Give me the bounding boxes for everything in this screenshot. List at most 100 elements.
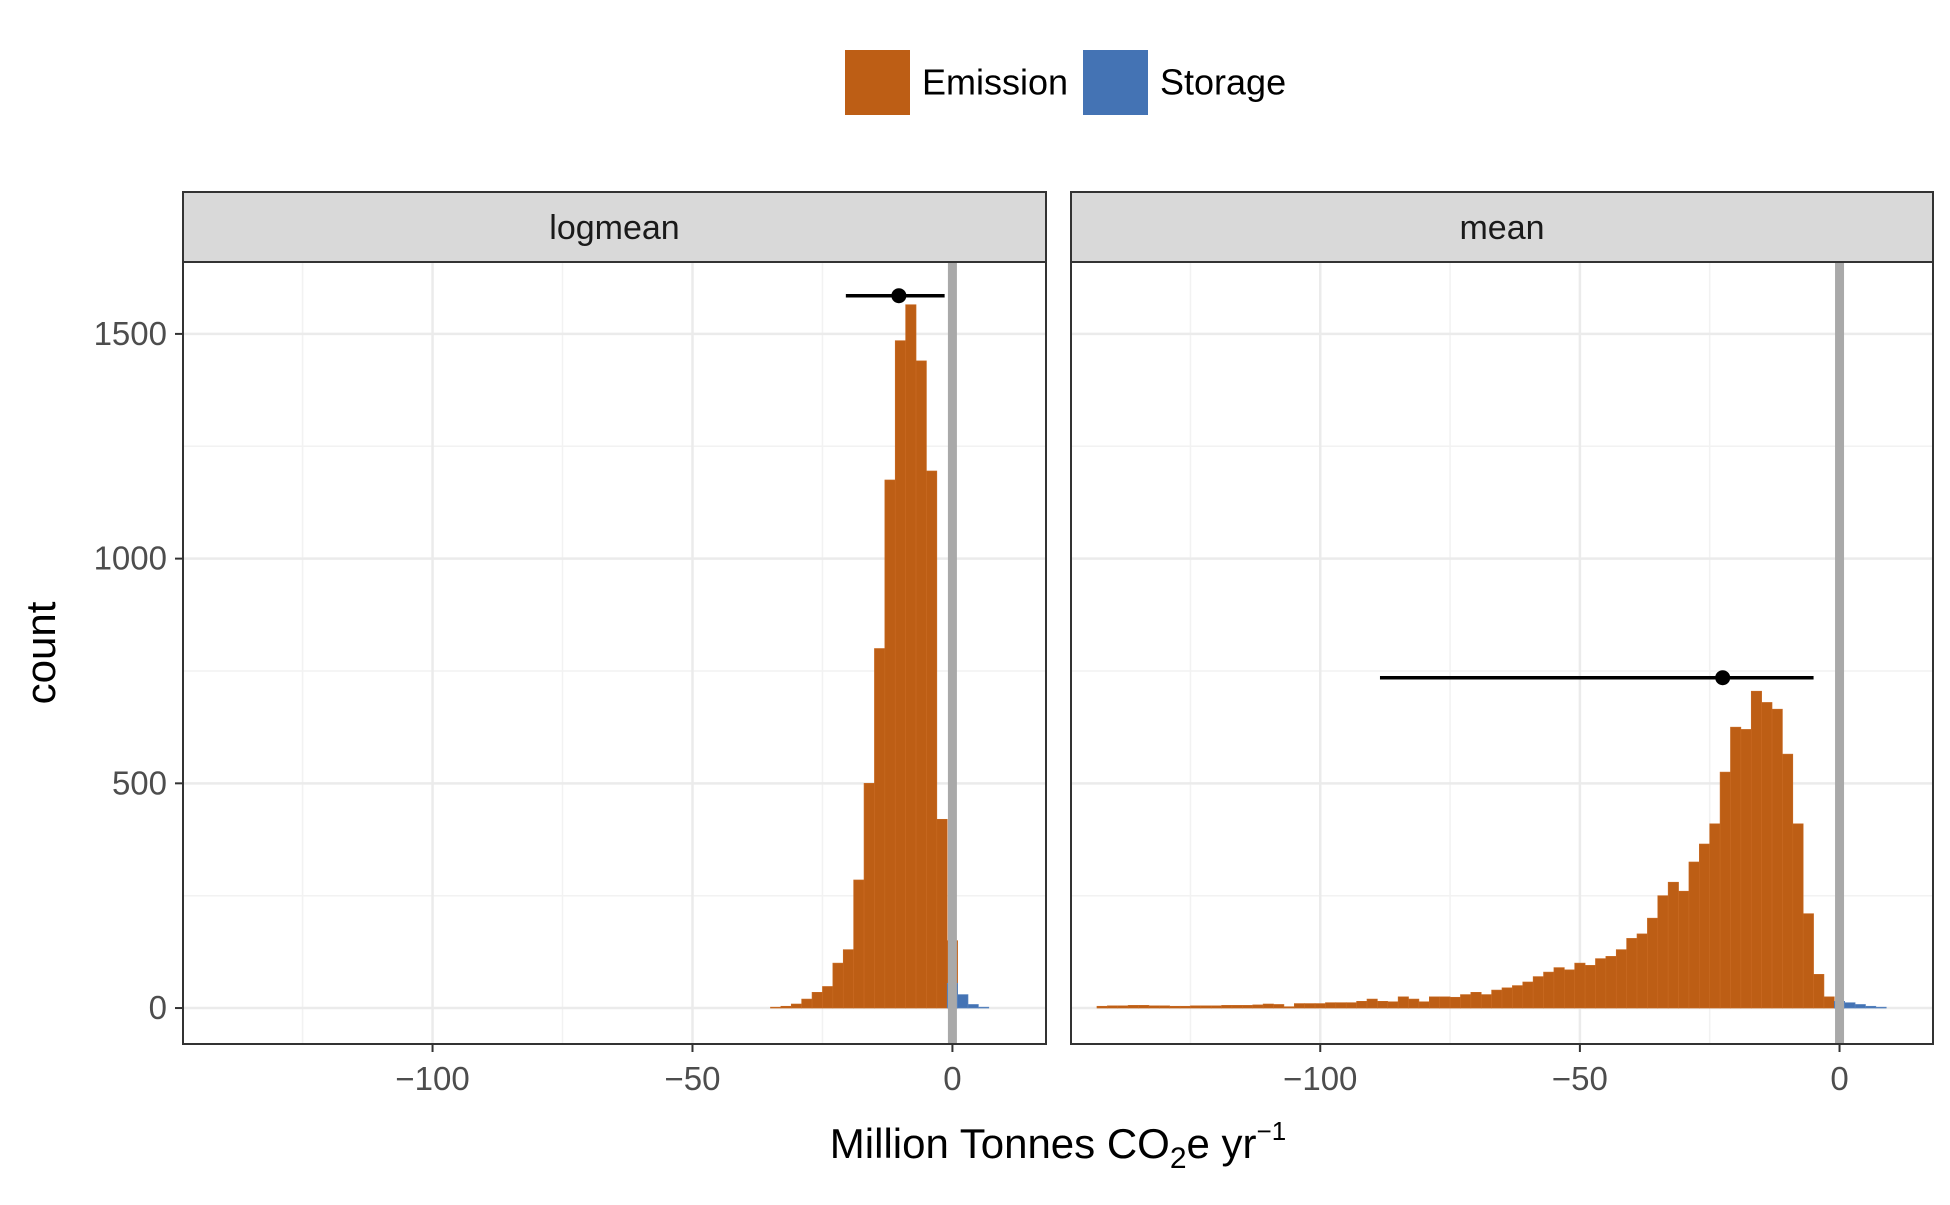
panel-2-emission-bar	[1740, 729, 1752, 1009]
panel-2-emission-bar	[1709, 823, 1721, 1009]
panel-1-emission-bar	[770, 1006, 782, 1009]
panel-2-emission-bar	[1491, 989, 1503, 1009]
panel-2-emission-bar	[1096, 1005, 1108, 1009]
panel-2-emission-bar	[1512, 985, 1524, 1009]
panel-2-emission-bar	[1678, 890, 1690, 1009]
panel-2-emission-bar	[1293, 1003, 1305, 1009]
panel-2-emission-bar	[1107, 1005, 1119, 1009]
panel-2-emission-bar	[1480, 994, 1492, 1009]
x-axis-title: Million Tonnes CO2e yr−1	[830, 1116, 1286, 1175]
x-axis-title-subscript: 2	[1170, 1142, 1187, 1175]
panel-2-emission-bar	[1626, 938, 1638, 1009]
panel-2-emission-bar	[1387, 1001, 1399, 1009]
panel-1-emission-bar	[780, 1005, 792, 1009]
panel-2-emission-bar	[1771, 708, 1783, 1009]
panel-2-storage-bar	[1844, 1002, 1856, 1009]
panel-2-emission-bar	[1584, 965, 1596, 1009]
panel-2-x-tick-label: −100	[1283, 1060, 1357, 1097]
panel-2-emission-bar	[1335, 1002, 1347, 1009]
panel-2-emission-bar	[1221, 1005, 1233, 1009]
panel-2-emission-bar	[1252, 1004, 1264, 1009]
panel-1-strip	[182, 191, 1047, 263]
panel-2-emission-bar	[1127, 1005, 1139, 1009]
panel-2-emission-bar	[1283, 1006, 1295, 1009]
panel-1-emission-bar	[915, 360, 927, 1009]
panel-1-emission-bar	[894, 340, 906, 1009]
panel-2-storage-bar	[1865, 1005, 1877, 1009]
panel-2-emission-bar	[1273, 1004, 1285, 1009]
legend-key-storage	[1083, 50, 1148, 115]
panel-2-emission-bar	[1574, 962, 1586, 1009]
panel-2-emission-bar	[1449, 996, 1461, 1009]
panel-2-emission-bar	[1647, 917, 1659, 1009]
panel-2-emission-bar	[1543, 971, 1555, 1009]
panel-1-storage-bar	[978, 1006, 990, 1009]
panel-1-emission-bar	[884, 479, 896, 1009]
legend-key-emission	[845, 50, 910, 115]
panel-2-strip	[1070, 191, 1934, 263]
panel-2-emission-bar	[1242, 1005, 1254, 1009]
panel-1-emission-bar	[790, 1003, 802, 1009]
panel-2-emission-bar	[1148, 1005, 1160, 1009]
panel-2-x-tick-label: 0	[1830, 1060, 1848, 1097]
panel-2-emission-bar	[1408, 998, 1420, 1009]
panel-2-emission-bar	[1356, 1001, 1368, 1009]
panel-2-emission-bar	[1325, 1002, 1337, 1009]
panel-2-emission-bar	[1429, 996, 1440, 1009]
panel-1-summary-point	[891, 288, 907, 304]
panel-2-emission-bar	[1750, 690, 1762, 1009]
panel-2-summary-point	[1715, 670, 1731, 686]
panel-1-emission-bar	[801, 998, 813, 1009]
legend-label-storage: Storage	[1160, 62, 1286, 103]
panel-1-emission-bar	[842, 949, 854, 1009]
panel-1-emission-bar	[936, 818, 948, 1009]
panel-2-emission-bar	[1366, 998, 1378, 1009]
x-axis-title-prefix: Million Tonnes CO	[830, 1120, 1170, 1167]
y-axis-title: count	[17, 601, 64, 704]
panel-2-emission-bar	[1699, 843, 1711, 1009]
panel-2-emission-bar	[1719, 771, 1731, 1009]
panel-2-emission-bar	[1190, 1005, 1202, 1009]
x-axis-title-middle: e yr	[1187, 1120, 1257, 1167]
panel-2-emission-bar	[1179, 1005, 1191, 1009]
panel-2-emission-bar	[1117, 1005, 1129, 1009]
panel-2-emission-bar	[1439, 996, 1451, 1009]
x-axis-title-superscript: −1	[1257, 1116, 1287, 1146]
panel-1-storage-bar	[967, 1004, 979, 1009]
panel-2-emission-bar	[1667, 881, 1679, 1009]
panel-1-emission-bar	[811, 992, 823, 1009]
panel-2-emission-bar	[1470, 992, 1482, 1009]
panel-1-x-tick-label: −50	[664, 1060, 720, 1097]
panel-1-emission-bar	[822, 986, 834, 1009]
panel-2-emission-bar	[1138, 1005, 1150, 1009]
panel-2-emission-bar	[1397, 996, 1409, 1009]
y-tick-label: 1500	[94, 315, 167, 352]
panel-1-emission-bar	[853, 879, 865, 1009]
panel-2-emission-bar	[1231, 1005, 1243, 1009]
panel-2-emission-bar	[1169, 1005, 1181, 1009]
panel-2-emission-bar	[1304, 1003, 1316, 1009]
y-tick-label: 1000	[94, 540, 167, 577]
panel-1-emission-bar	[832, 962, 844, 1009]
panel-2-emission-bar	[1522, 981, 1534, 1009]
panel-1-x-tick-label: −100	[395, 1060, 469, 1097]
panel-2-emission-bar	[1158, 1005, 1170, 1009]
panel-2-emission-bar	[1200, 1005, 1212, 1009]
panel-2-emission-bar	[1802, 913, 1814, 1009]
panel-2-emission-bar	[1605, 956, 1617, 1009]
panel-2-emission-bar	[1460, 994, 1472, 1009]
panel-1-emission-bar	[863, 783, 875, 1009]
panel-2-emission-bar	[1314, 1003, 1326, 1009]
panel-2-storage-bar	[1854, 1004, 1866, 1009]
panel-2-x-tick-label: −50	[1552, 1060, 1608, 1097]
panel-2-emission-bar	[1210, 1005, 1222, 1009]
panel-2-emission-bar	[1657, 895, 1669, 1009]
panel-2-emission-bar	[1418, 1001, 1430, 1009]
legend-label-emission: Emission	[922, 62, 1068, 103]
panel-2-emission-bar	[1564, 969, 1575, 1009]
panel-2-emission-bar	[1730, 726, 1742, 1009]
panel-2-emission-bar	[1532, 976, 1544, 1009]
panel-1-emission-bar	[874, 648, 886, 1009]
